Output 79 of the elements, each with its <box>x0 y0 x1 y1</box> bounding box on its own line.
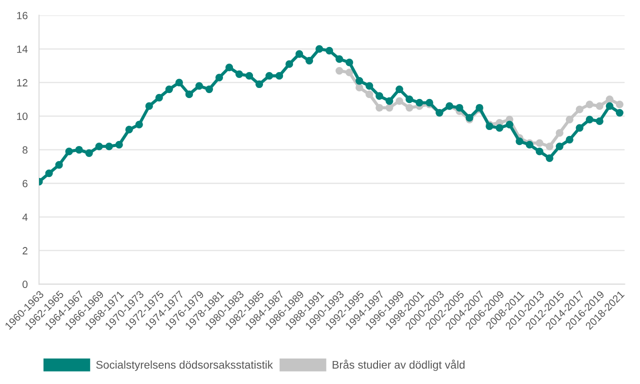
point <box>576 106 584 114</box>
point <box>115 140 123 149</box>
point <box>326 46 334 54</box>
point <box>416 98 424 107</box>
point <box>376 104 384 112</box>
point <box>556 129 564 137</box>
point <box>336 55 344 63</box>
point <box>406 96 414 104</box>
point <box>305 56 314 65</box>
point <box>175 78 184 86</box>
y-tick-label: 12 <box>17 79 28 86</box>
point <box>366 90 374 98</box>
y-tick-label: 4 <box>22 214 28 221</box>
point <box>65 148 73 156</box>
point <box>336 66 344 75</box>
point <box>606 96 614 104</box>
y-tick-label: 0 <box>22 280 28 288</box>
point <box>396 97 404 105</box>
point <box>606 102 614 110</box>
point <box>546 142 554 150</box>
point <box>235 70 244 78</box>
y-tick-label: 10 <box>17 112 28 120</box>
point <box>496 124 504 132</box>
point <box>596 117 604 126</box>
point <box>265 72 274 80</box>
point <box>536 148 544 156</box>
point <box>386 97 394 105</box>
point <box>566 136 574 144</box>
point <box>185 90 194 98</box>
point <box>95 142 103 150</box>
point <box>356 77 364 85</box>
point <box>45 169 53 178</box>
point <box>346 58 354 66</box>
point <box>596 102 604 110</box>
point <box>516 138 524 146</box>
point <box>586 100 594 108</box>
y-tick-label: 8 <box>22 146 28 154</box>
point <box>456 104 464 112</box>
point <box>586 116 594 124</box>
point <box>195 82 204 90</box>
point <box>295 50 304 58</box>
point <box>275 72 284 80</box>
point <box>536 139 544 147</box>
point <box>346 68 354 76</box>
y-tick-label: 6 <box>22 180 28 188</box>
point <box>566 116 574 124</box>
point <box>135 120 143 128</box>
point <box>245 72 254 80</box>
point <box>125 126 133 134</box>
point <box>406 104 414 112</box>
y-tick-label: 2 <box>22 247 28 254</box>
point <box>366 82 374 90</box>
point <box>205 85 214 94</box>
point <box>616 100 624 108</box>
point <box>376 92 384 100</box>
point <box>285 60 294 68</box>
point <box>316 45 324 53</box>
point <box>576 124 584 132</box>
point <box>55 161 63 169</box>
point <box>225 64 234 72</box>
legend-label: Brås studier av dödligt våld <box>332 360 465 371</box>
point <box>556 142 564 150</box>
legend-label: Socialstyrelsens dödsorsaksstatistik <box>96 360 273 371</box>
y-tick-label: 16 <box>17 12 28 20</box>
point <box>546 154 554 162</box>
point <box>386 104 394 112</box>
point <box>506 120 514 128</box>
point <box>616 108 624 117</box>
point <box>105 142 113 150</box>
y-tick-label: 14 <box>17 46 28 53</box>
point <box>165 85 173 94</box>
point <box>145 102 153 110</box>
point <box>356 84 364 92</box>
point <box>215 74 224 82</box>
point <box>155 94 163 102</box>
point <box>255 80 264 88</box>
point <box>75 146 83 154</box>
point <box>396 85 404 94</box>
point <box>85 149 93 157</box>
